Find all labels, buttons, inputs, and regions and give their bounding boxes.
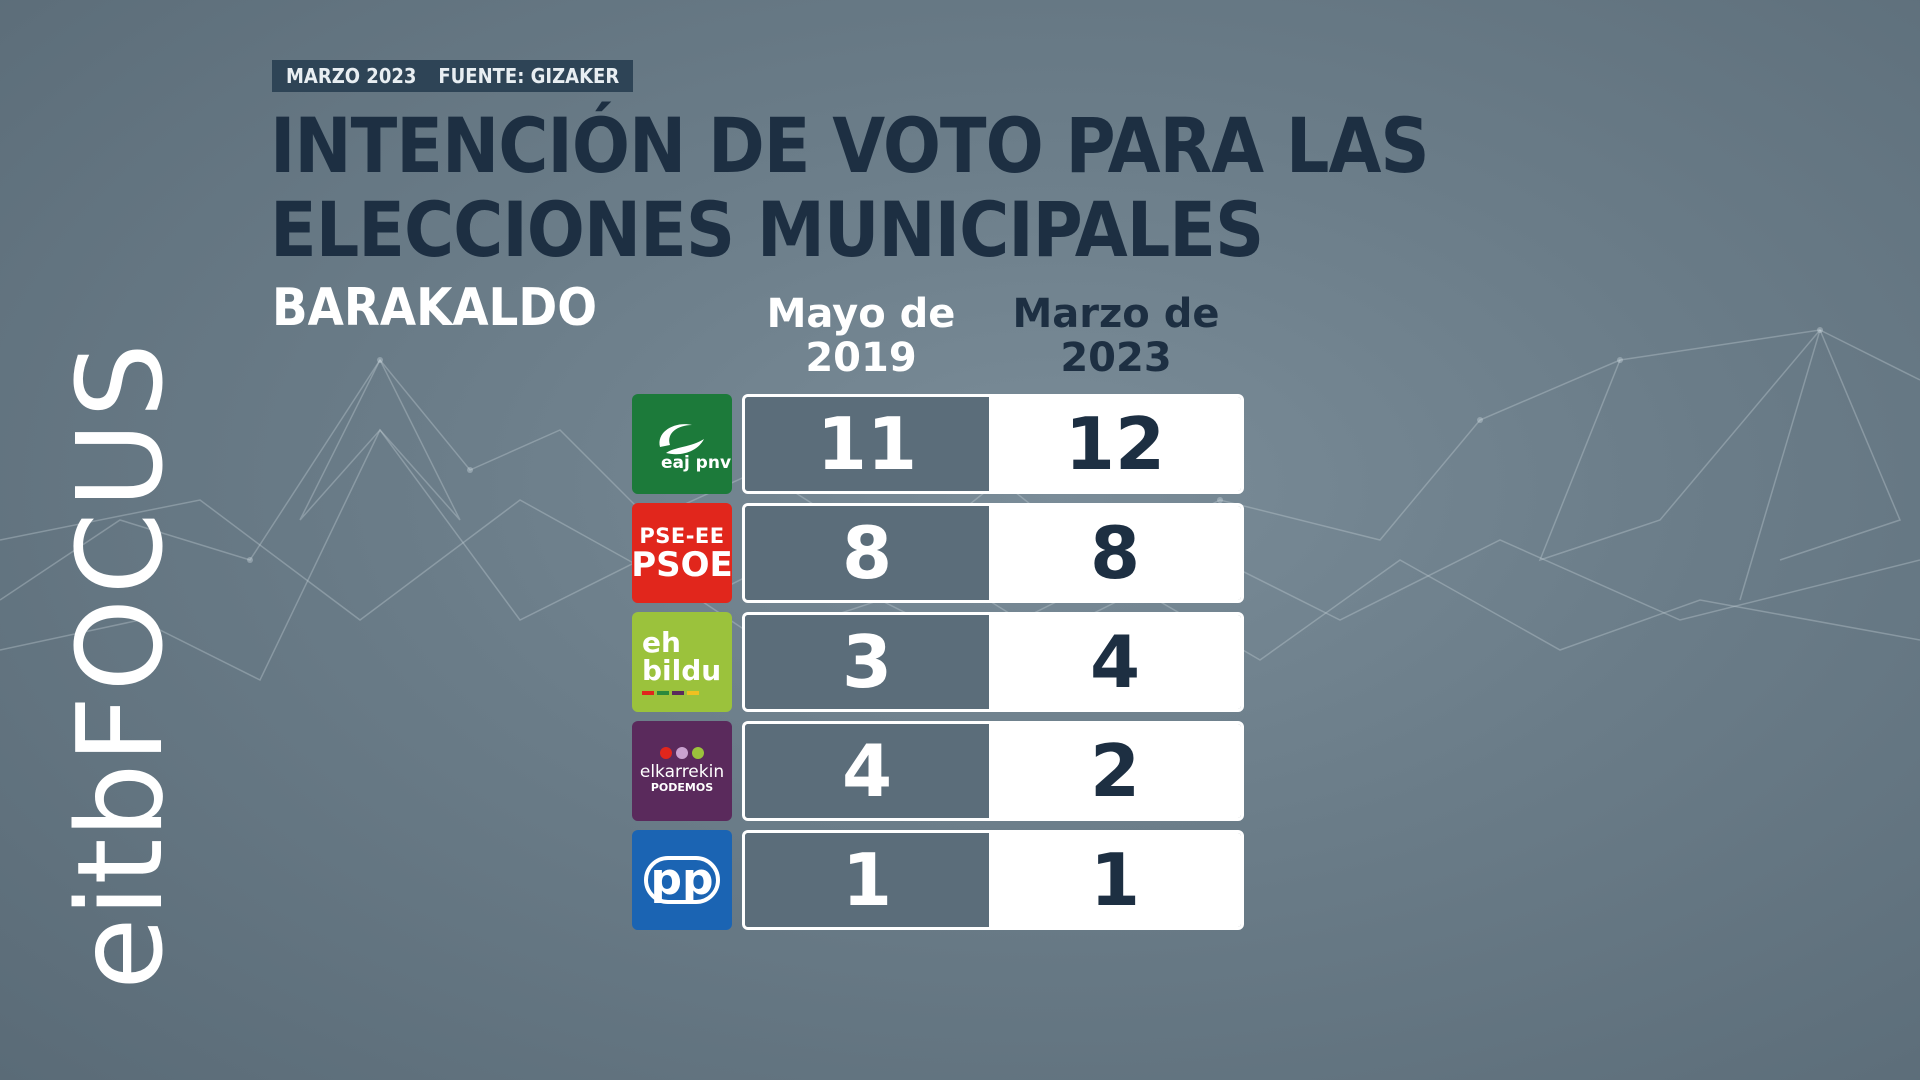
value-2019: 1: [745, 833, 989, 927]
column-header-2019: Mayo de 2019: [766, 291, 956, 381]
bildu-logo-top: eh: [642, 626, 681, 659]
chart-title: INTENCIÓN DE VOTO PARA LAS ELECCIONES MU…: [270, 101, 1430, 274]
psoe-logo-top: PSE-EE: [639, 524, 725, 548]
bildu-logo: eh bildu: [632, 612, 732, 712]
pp-logo-text: pp: [650, 854, 714, 905]
brand-focus: FOCUS: [51, 339, 189, 764]
value-2019: 8: [745, 506, 989, 600]
table-row: pp 1 1: [632, 830, 1244, 930]
podemos-logo-top: elkarrekin: [639, 762, 725, 782]
podemos-dots-icon: [660, 747, 704, 759]
table-row: PSE-EE PSOE 8 8: [632, 503, 1244, 603]
bildu-stripe-icon: [642, 691, 699, 695]
value-cells: 4 2: [742, 721, 1244, 821]
value-cells: 8 8: [742, 503, 1244, 603]
pnv-logo-text: eaj pnv: [660, 452, 732, 473]
value-2019: 3: [745, 615, 989, 709]
psoe-logo-bottom: PSOE: [632, 545, 732, 585]
value-2023: 1: [989, 833, 1241, 927]
table-row: eh bildu 3 4: [632, 612, 1244, 712]
bildu-logo-bottom: bildu: [642, 654, 722, 687]
value-2023: 12: [989, 397, 1241, 491]
brand-eitb: eitb: [51, 763, 189, 990]
column-header-2023: Marzo de 2023: [1012, 291, 1220, 381]
source-bar: MARZO 2023 FUENTE: GIZAKER: [272, 60, 634, 92]
value-2019: 4: [745, 724, 989, 818]
source-name: FUENTE: GIZAKER: [438, 64, 620, 88]
pp-logo: pp: [632, 830, 732, 930]
value-2023: 2: [989, 724, 1241, 818]
pnv-logo: eaj pnv: [632, 394, 732, 494]
source-date: MARZO 2023: [286, 64, 417, 88]
podemos-logo: elkarrekin PODEMOS: [632, 721, 732, 821]
value-cells: 11 12: [742, 394, 1244, 494]
pp-logo-ring: pp: [644, 856, 720, 904]
value-cells: 3 4: [742, 612, 1244, 712]
psoe-logo: PSE-EE PSOE: [632, 503, 732, 603]
value-2019: 11: [745, 397, 989, 491]
table-row: elkarrekin PODEMOS 4 2: [632, 721, 1244, 821]
table-row: eaj pnv 11 12: [632, 394, 1244, 494]
value-cells: 1 1: [742, 830, 1244, 930]
eitb-focus-logo: eitbFOCUS: [51, 270, 189, 990]
pnv-swirl-icon: [659, 423, 704, 454]
podemos-logo-bottom: PODEMOS: [650, 781, 714, 794]
value-2023: 8: [989, 506, 1241, 600]
chart-subtitle: BARAKALDO: [272, 278, 597, 338]
value-2023: 4: [989, 615, 1241, 709]
